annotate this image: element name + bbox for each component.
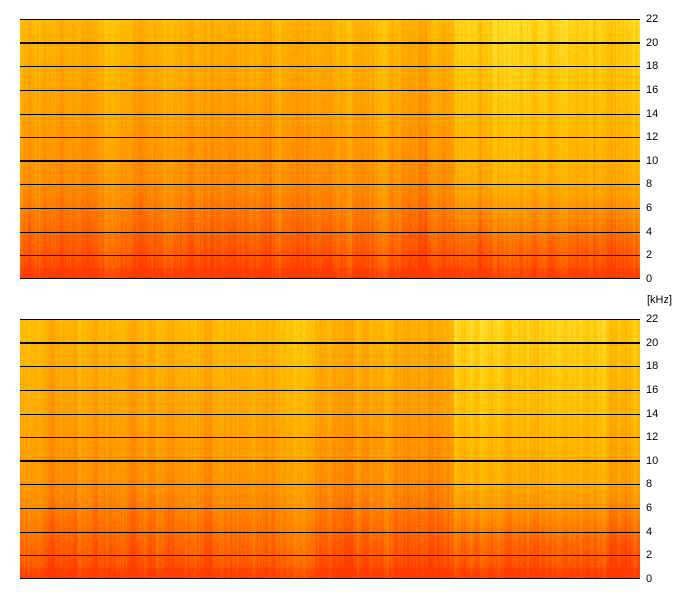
- y-tick-label: 10: [646, 455, 659, 467]
- grid-line-6khz: [20, 208, 640, 209]
- y-tick-label: 18: [646, 60, 659, 72]
- y-tick-label: 12: [646, 131, 659, 143]
- grid-line-12khz: [20, 137, 640, 138]
- grid-line-16khz: [20, 90, 640, 91]
- grid-line-22khz: [20, 19, 640, 20]
- grid-line-18khz: [20, 66, 640, 67]
- y-tick-label: 6: [646, 202, 653, 214]
- y-tick-label: 16: [646, 384, 659, 396]
- grid-line-4khz: [20, 232, 640, 233]
- y-tick-label: 20: [646, 337, 659, 349]
- grid-line-6khz: [20, 508, 640, 509]
- y-tick-label: 4: [646, 226, 653, 238]
- grid-line-14khz: [20, 414, 640, 415]
- spectrogram-top: [20, 19, 640, 279]
- y-tick-label: 6: [646, 502, 653, 514]
- y-tick-label: 16: [646, 84, 659, 96]
- grid-line-0khz: [20, 578, 640, 579]
- grid-line-2khz: [20, 555, 640, 556]
- y-tick-label: 10: [646, 155, 659, 167]
- y-tick-label: 22: [646, 313, 659, 325]
- y-tick-label: 8: [646, 478, 653, 490]
- y-tick-label: 22: [646, 13, 659, 25]
- y-tick-label: 18: [646, 360, 659, 372]
- y-tick-label: 14: [646, 108, 659, 120]
- grid-line-8khz: [20, 484, 640, 485]
- grid-line-22khz: [20, 319, 640, 320]
- grid-line-20khz: [20, 342, 640, 344]
- grid-line-14khz: [20, 114, 640, 115]
- y-tick-label: 0: [646, 573, 653, 585]
- y-tick-label: 12: [646, 431, 659, 443]
- spectrogram-bottom-canvas: [20, 319, 640, 579]
- grid-line-20khz: [20, 42, 640, 44]
- y-tick-label: 4: [646, 526, 653, 538]
- y-tick-label: 2: [646, 549, 653, 561]
- grid-line-10khz: [20, 460, 640, 462]
- grid-line-0khz: [20, 278, 640, 279]
- grid-line-2khz: [20, 255, 640, 256]
- y-tick-label: 14: [646, 408, 659, 420]
- grid-line-18khz: [20, 366, 640, 367]
- grid-line-16khz: [20, 390, 640, 391]
- grid-line-4khz: [20, 532, 640, 533]
- grid-line-10khz: [20, 160, 640, 162]
- spectrogram-top-canvas: [20, 19, 640, 279]
- y-tick-label: 0: [646, 273, 653, 285]
- y-tick-label: 2: [646, 249, 653, 261]
- y-tick-label: 8: [646, 178, 653, 190]
- y-tick-label: 20: [646, 37, 659, 49]
- grid-line-12khz: [20, 437, 640, 438]
- frequency-unit-label: [kHz]: [647, 294, 673, 306]
- spectrogram-bottom: [20, 319, 640, 579]
- grid-line-8khz: [20, 184, 640, 185]
